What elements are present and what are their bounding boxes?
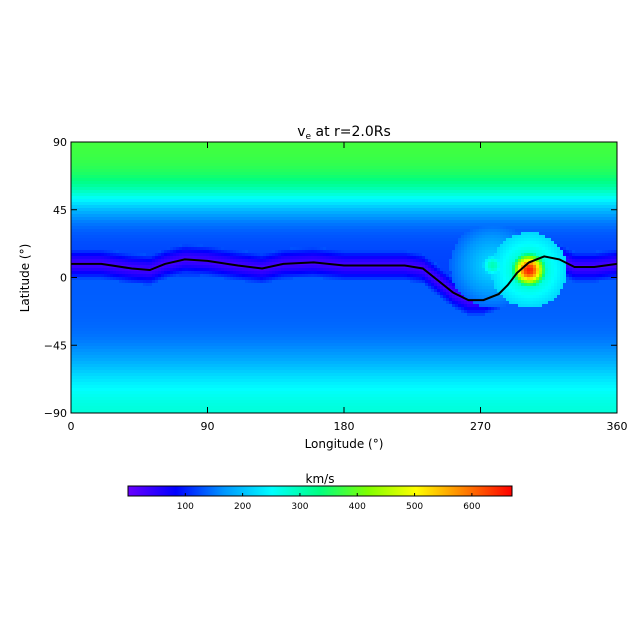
x-tick-label: 360 <box>607 420 628 433</box>
y-tick-label: 90 <box>53 136 67 149</box>
chart-title: ve at r=2.0Rs <box>297 124 391 142</box>
colorbar-label: km/s <box>306 472 335 486</box>
colorbar-tick-label: 200 <box>234 502 251 512</box>
x-axis-title: Longitude (°) <box>305 437 384 451</box>
y-axis-title: Latitude (°) <box>18 244 32 313</box>
y-tick-label: 0 <box>60 272 67 285</box>
x-tick-label: 270 <box>470 420 491 433</box>
x-tick-label: 0 <box>68 420 75 433</box>
colorbar-tick-label: 500 <box>406 502 423 512</box>
colorbar-tick-label: 300 <box>291 502 308 512</box>
colorbar-tick-label: 600 <box>463 502 480 512</box>
y-tick-label: −90 <box>44 407 67 420</box>
x-tick-label: 180 <box>334 420 355 433</box>
colorbar-tick-label: 100 <box>177 502 194 512</box>
heatmap <box>71 142 618 416</box>
x-tick-label: 90 <box>201 420 215 433</box>
colorbar-tick-label: 400 <box>349 502 366 512</box>
y-tick-label: −45 <box>44 339 67 352</box>
y-tick-label: 45 <box>53 204 67 217</box>
